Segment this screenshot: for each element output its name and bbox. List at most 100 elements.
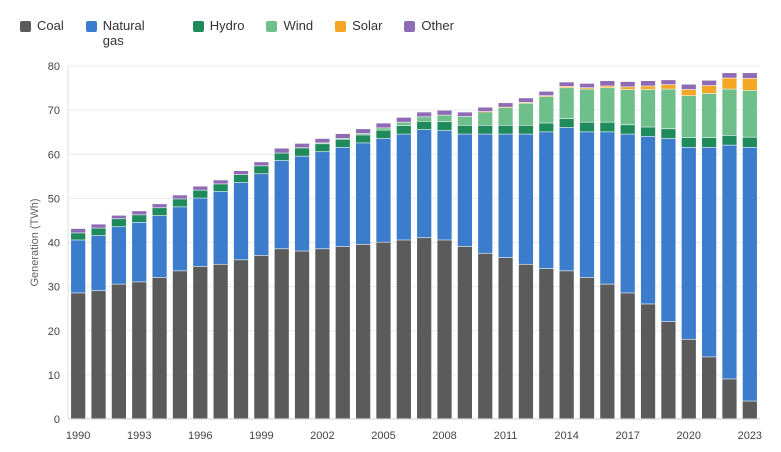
bar-segment-wind-2007: [417, 117, 432, 121]
legend-item-other[interactable]: Other: [404, 18, 454, 48]
bar-segment-other-2003: [335, 133, 350, 139]
bar-segment-hydro-2001: [294, 148, 310, 156]
x-tick-label: 1999: [249, 430, 273, 442]
legend-swatch-hydro: [192, 21, 204, 32]
legend-item-solar[interactable]: Solar: [335, 18, 382, 48]
bar-segment-coal-2009: [457, 246, 473, 419]
bar-segment-other-2015: [579, 83, 595, 88]
bar-segment-coal-1997: [213, 264, 228, 419]
bar-segment-wind-2009: [457, 116, 473, 125]
bar-segment-hydro-1995: [172, 199, 188, 207]
bar-segment-hydro-1996: [193, 190, 208, 198]
bar-segment-other-1999: [254, 162, 269, 166]
bar-segment-coal-2001: [294, 251, 310, 419]
bar-segment-solar-2019: [661, 84, 676, 89]
bar-segment-natural-gas-2003: [335, 147, 350, 247]
bar-segment-natural-gas-1998: [233, 182, 249, 260]
bar-segment-coal-1996: [193, 266, 208, 419]
bar-segment-wind-2011: [498, 107, 513, 125]
bar-segment-natural-gas-1995: [172, 207, 188, 271]
bar-segment-natural-gas-2012: [518, 134, 534, 264]
bar-segment-coal-2022: [722, 379, 737, 419]
bar-segment-natural-gas-1999: [254, 174, 269, 256]
bar-segment-coal-1995: [172, 271, 188, 419]
bar-segment-other-2019: [661, 80, 676, 85]
bar-segment-natural-gas-2017: [620, 134, 635, 293]
x-tick-label: 1996: [188, 430, 212, 442]
legend: Coal Natural gas Hydro Wind Solar Other: [20, 18, 476, 48]
bar-segment-hydro-2000: [274, 153, 289, 161]
legend-swatch-natural-gas: [85, 21, 97, 32]
legend-item-wind[interactable]: Wind: [266, 18, 313, 48]
bar-segment-natural-gas-2020: [681, 147, 696, 339]
y-tick-label: 20: [48, 326, 60, 338]
bar-segment-coal-2010: [478, 253, 493, 419]
legend-swatch-solar: [335, 21, 347, 32]
bar-segment-other-1991: [91, 224, 106, 228]
legend-item-natural-gas[interactable]: Natural gas: [85, 18, 153, 48]
bar-segment-wind-2015: [579, 89, 595, 122]
bar-segment-coal-2021: [701, 357, 717, 419]
bar-segment-solar-2014: [559, 86, 574, 88]
bar-segment-hydro-2018: [640, 127, 656, 136]
x-tick-label: 2005: [371, 430, 395, 442]
bar-segment-other-1990: [71, 228, 86, 233]
bar-segment-other-1992: [111, 215, 127, 219]
bar-segment-coal-2002: [315, 249, 330, 419]
bar-segment-hydro-2004: [355, 135, 371, 143]
legend-item-coal[interactable]: Coal: [20, 18, 64, 48]
x-tick-label: 1990: [66, 430, 90, 442]
bar-segment-solar-2017: [620, 87, 635, 90]
bar-segment-other-2014: [559, 82, 574, 87]
bar-segment-solar-2018: [640, 86, 656, 90]
bar-segment-hydro-2008: [437, 122, 452, 131]
bar-segment-natural-gas-2018: [640, 136, 656, 304]
bar-segment-natural-gas-2007: [417, 129, 432, 238]
x-tick-label: 2014: [554, 430, 578, 442]
bar-segment-wind-2005: [376, 128, 391, 130]
legend-label: Wind: [283, 18, 314, 33]
bar-segment-natural-gas-2002: [315, 152, 330, 249]
bar-segment-other-2006: [396, 117, 411, 122]
bar-segment-natural-gas-1992: [111, 227, 127, 284]
bar-segment-coal-2007: [417, 238, 432, 419]
bar-segment-hydro-2019: [661, 129, 676, 139]
bar-segment-other-2009: [457, 112, 473, 117]
bar-segment-other-2020: [681, 84, 696, 90]
bar-segment-natural-gas-1996: [193, 198, 208, 267]
bar-segment-other-1997: [213, 180, 228, 184]
bar-segment-hydro-1990: [71, 233, 86, 240]
bar-segment-solar-2021: [701, 85, 717, 94]
bar-segment-natural-gas-2014: [559, 127, 574, 271]
bar-segment-coal-2016: [600, 284, 615, 419]
bar-segment-wind-2021: [701, 93, 717, 138]
bar-segment-natural-gas-2008: [437, 130, 452, 240]
bar-segment-coal-2019: [661, 321, 676, 419]
bar-segment-other-1995: [172, 195, 188, 199]
legend-swatch-coal: [20, 21, 31, 32]
bar-segment-natural-gas-1997: [213, 191, 228, 264]
bar-segment-wind-2022: [722, 89, 737, 136]
bar-segment-other-2021: [701, 80, 717, 86]
bar-segment-hydro-1994: [152, 208, 167, 216]
bar-segment-wind-2017: [620, 89, 635, 125]
bar-segment-natural-gas-2005: [376, 138, 391, 242]
bar-segment-natural-gas-2009: [457, 134, 473, 247]
bar-segment-other-2004: [355, 129, 371, 134]
bar-segment-natural-gas-2022: [722, 145, 737, 379]
bar-segment-natural-gas-1994: [152, 216, 167, 278]
bar-segment-natural-gas-1993: [132, 222, 147, 282]
bar-segment-other-1994: [152, 204, 167, 208]
bar-segment-coal-1990: [71, 293, 86, 419]
bar-segment-other-2012: [518, 98, 534, 103]
x-tick-label: 2017: [615, 430, 639, 442]
bar-segment-natural-gas-2004: [355, 143, 371, 245]
bar-segment-natural-gas-2015: [579, 132, 595, 278]
legend-item-hydro[interactable]: Hydro: [192, 18, 244, 48]
y-tick-label: 10: [48, 370, 60, 382]
bar-segment-hydro-2022: [722, 135, 737, 145]
bar-segment-coal-2018: [640, 304, 656, 419]
bar-segment-hydro-2009: [457, 125, 473, 134]
bar-segment-coal-2012: [518, 264, 534, 419]
bar-segment-coal-1992: [111, 284, 127, 419]
